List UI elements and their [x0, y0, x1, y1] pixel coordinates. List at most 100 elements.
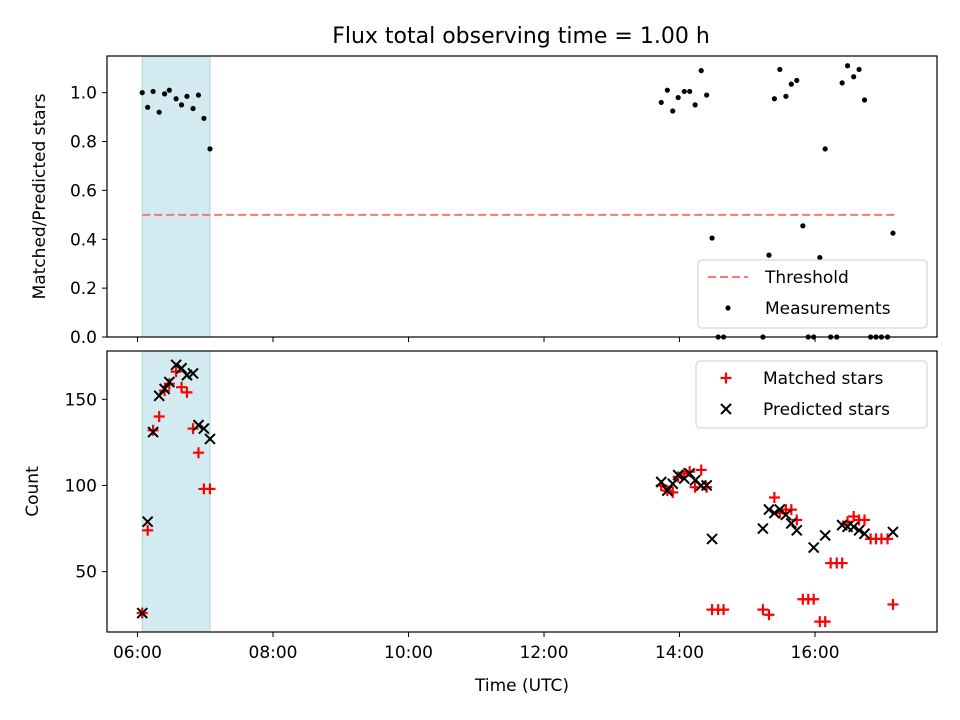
predicted-star-marker [706, 533, 718, 545]
legend-box [697, 259, 928, 329]
predicted-star-marker [791, 524, 803, 536]
measurement-point [139, 90, 145, 96]
measurement-point [890, 230, 896, 236]
observing-window-span [141, 55, 211, 338]
measurement-point [861, 97, 868, 103]
measurement-point [145, 104, 151, 110]
panel-top: 0.0 0.2 0.4 0.6 0.8 1.0 Matched/Predicted star… [30, 55, 938, 348]
measurement-point [856, 66, 862, 73]
matched-star-marker [819, 616, 831, 628]
measurement-point [698, 68, 704, 74]
series-measurements [139, 63, 896, 340]
measurement-point [851, 74, 857, 80]
axes-frame [106, 350, 938, 633]
matched-star-marker [718, 604, 730, 616]
predicted-star-marker [192, 419, 205, 431]
y-tick-label: 50 [75, 563, 97, 583]
predicted-star-marker [763, 503, 775, 516]
predicted-star-marker [198, 422, 210, 435]
measurement-point [161, 91, 168, 97]
observing-window-span [141, 350, 211, 633]
predicted-star-marker [807, 541, 820, 554]
legend-label: Matched stars [763, 369, 883, 389]
predicted-star-marker [661, 484, 674, 497]
legend-measurement-swatch [725, 305, 731, 311]
measurement-point [704, 92, 710, 98]
x-tick-label: 14:00 [655, 643, 704, 663]
legend: Matched stars Predicted stars [695, 360, 928, 429]
legend-box [695, 360, 928, 429]
x-tick-label: 06:00 [113, 643, 162, 663]
measurement-point [173, 96, 179, 102]
series-predicted-stars [136, 359, 899, 619]
measurement-point [190, 105, 196, 112]
measurement-point [166, 87, 172, 93]
measurement-point [664, 87, 670, 93]
measurement-point [675, 94, 681, 101]
predicted-star-marker [780, 509, 792, 521]
matched-star-marker [153, 411, 165, 423]
predicted-star-marker [672, 469, 684, 481]
matched-star-marker [882, 533, 894, 545]
measurement-point [687, 88, 693, 95]
matched-star-marker [768, 492, 780, 504]
matched-star-marker [763, 609, 775, 621]
predicted-star-marker [136, 607, 148, 619]
measurement-point [670, 108, 676, 114]
measurement-point [777, 66, 783, 73]
y-tick-label: 150 [65, 390, 97, 410]
x-tick-label: 10:00 [384, 643, 433, 663]
predicted-star-marker [175, 362, 188, 374]
measurement-point [822, 146, 828, 152]
y-axis-label: Matched/Predicted stars [30, 93, 50, 299]
predicted-star-marker [153, 390, 165, 402]
predicted-star-marker [887, 526, 899, 538]
matched-star-marker [142, 524, 154, 536]
predicted-star-marker [700, 479, 713, 492]
panel-bottom: 50 100 150 06:00 08:00 10:00 12:00 14:00 16:00 Co… [23, 350, 938, 696]
measurement-point [681, 88, 687, 95]
x-tick-label: 08:00 [249, 643, 298, 663]
matched-star-marker [170, 366, 182, 378]
measurement-point [766, 252, 772, 258]
predicted-star-marker [170, 359, 182, 371]
legend-label: Measurements [765, 299, 891, 319]
predicted-star-marker [757, 522, 769, 535]
matched-star-marker [859, 514, 871, 526]
measurement-point [783, 93, 789, 99]
predicted-star-marker [785, 517, 798, 530]
matched-star-marker [181, 386, 193, 398]
matched-star-marker [187, 423, 199, 435]
predicted-star-marker [141, 515, 154, 528]
measurement-point [658, 99, 664, 106]
legend-predicted-swatch [720, 403, 732, 415]
matched-star-marker [887, 598, 899, 610]
predicted-star-marker [187, 367, 199, 380]
measurement-point [692, 102, 698, 108]
y-tick-label: 0.4 [70, 230, 97, 250]
measurement-point [178, 102, 185, 108]
y-tick-label: 0.6 [70, 181, 97, 201]
matched-star-marker [791, 514, 803, 526]
legend-label: Threshold [764, 268, 849, 288]
predicted-star-marker [858, 528, 871, 540]
predicted-star-marker [768, 507, 781, 519]
matched-star-marker [808, 593, 820, 605]
predicted-star-marker [163, 376, 176, 388]
measurement-point [839, 80, 845, 86]
matched-star-marker [176, 381, 188, 393]
measurement-point [794, 77, 800, 84]
y-tick-label: 0.2 [70, 279, 97, 299]
measurement-point [156, 109, 162, 115]
measurement-point [800, 223, 806, 229]
measurement-point [817, 254, 823, 261]
y-tick-label: 0.8 [70, 133, 97, 153]
y-tick-label: 1.0 [70, 84, 97, 104]
figure-title: Flux total observing time = 1.00 h [332, 24, 710, 49]
measurement-point [201, 115, 207, 121]
legend-matched-swatch [720, 372, 732, 384]
matched-star-marker [836, 557, 848, 569]
predicted-star-marker [147, 426, 159, 438]
measurement-point [184, 93, 190, 99]
